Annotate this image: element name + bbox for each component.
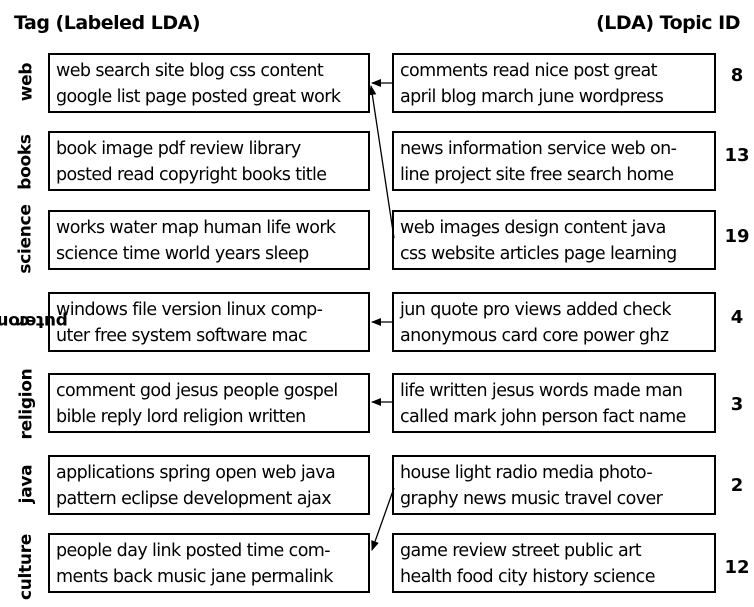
topic-id-13: 13 bbox=[724, 145, 750, 166]
topic-word-box-19: web images design content java css websi… bbox=[392, 210, 716, 270]
tag-word-box-web: web search site blog css content google … bbox=[48, 53, 370, 113]
tag-words-line: people day link posted time com- bbox=[56, 541, 331, 561]
topic-words-line: graphy news music travel cover bbox=[400, 489, 663, 509]
tag-word-box-java: applications spring open web java patter… bbox=[48, 455, 370, 515]
topic-words-line: anonymous card core power ghz bbox=[400, 326, 669, 346]
topic-id-2: 2 bbox=[730, 475, 744, 496]
tag-word-box-science: works water map human life work science … bbox=[48, 210, 370, 270]
tag-words-line: uter free system software mac bbox=[56, 326, 308, 346]
tag-word-box-books: book image pdf review library posted rea… bbox=[48, 131, 370, 191]
tag-words-line: google list page posted great work bbox=[56, 87, 341, 107]
arrow-2-to-culture bbox=[371, 487, 395, 551]
tag-word-box-computer: windows file version linux comp- uter fr… bbox=[48, 292, 370, 352]
topic-id-19: 19 bbox=[724, 226, 750, 247]
tag-words-line: web search site blog css content bbox=[56, 61, 324, 81]
tag-words-line: posted read copyright books title bbox=[56, 165, 327, 185]
topic-id-12: 12 bbox=[724, 557, 750, 578]
topic-words-line: css website articles page learning bbox=[400, 244, 677, 264]
tag-word-box-religion: comment god jesus people gospel bible re… bbox=[48, 373, 370, 433]
tag-words-line: pattern eclipse development ajax bbox=[56, 489, 332, 509]
tag-words-line: applications spring open web java bbox=[56, 463, 336, 483]
topic-words-line: jun quote pro views added check bbox=[400, 300, 671, 320]
topic-words-line: life written jesus words made man bbox=[400, 381, 683, 401]
tag-word-box-culture: people day link posted time com- ments b… bbox=[48, 533, 370, 593]
tag-words-line: works water map human life work bbox=[56, 218, 336, 238]
tag-words-line: bible reply lord religion written bbox=[56, 407, 306, 427]
topic-words-line: april blog march june wordpress bbox=[400, 87, 664, 107]
arrow-19-to-web bbox=[368, 85, 395, 239]
right-column-header: (LDA) Topic ID bbox=[596, 12, 740, 34]
tag-words-line: windows file version linux comp- bbox=[56, 300, 323, 320]
topic-id-8: 8 bbox=[730, 65, 744, 86]
left-column-header: Tag (Labeled LDA) bbox=[14, 12, 201, 34]
topic-words-line: game review street public art bbox=[400, 541, 642, 561]
topic-words-line: called mark john person fact name bbox=[400, 407, 686, 427]
topic-words-line: comments read nice post great bbox=[400, 61, 658, 81]
topic-word-box-4: jun quote pro views added check anonymou… bbox=[392, 292, 716, 352]
topic-id-3: 3 bbox=[730, 394, 744, 415]
topic-words-line: house light radio media photo- bbox=[400, 463, 653, 483]
topic-id-4: 4 bbox=[730, 307, 744, 328]
topic-word-box-12: game review street public art health foo… bbox=[392, 533, 716, 593]
topic-word-box-8: comments read nice post great april blog… bbox=[392, 53, 716, 113]
topic-word-box-3: life written jesus words made man called… bbox=[392, 373, 716, 433]
topic-word-box-2: house light radio media photo- graphy ne… bbox=[392, 455, 716, 515]
tag-words-line: science time world years sleep bbox=[56, 244, 309, 264]
topic-words-line: web images design content java bbox=[400, 218, 666, 238]
topic-word-box-13: news information service web on- line pr… bbox=[392, 131, 716, 191]
topic-words-line: news information service web on- bbox=[400, 139, 677, 159]
tag-words-line: ments back music jane permalink bbox=[56, 567, 333, 587]
tag-words-line: comment god jesus people gospel bbox=[56, 381, 338, 401]
topic-words-line: health food city history science bbox=[400, 567, 655, 587]
tag-words-line: book image pdf review library bbox=[56, 139, 301, 159]
topic-words-line: line project site free search home bbox=[400, 165, 674, 185]
